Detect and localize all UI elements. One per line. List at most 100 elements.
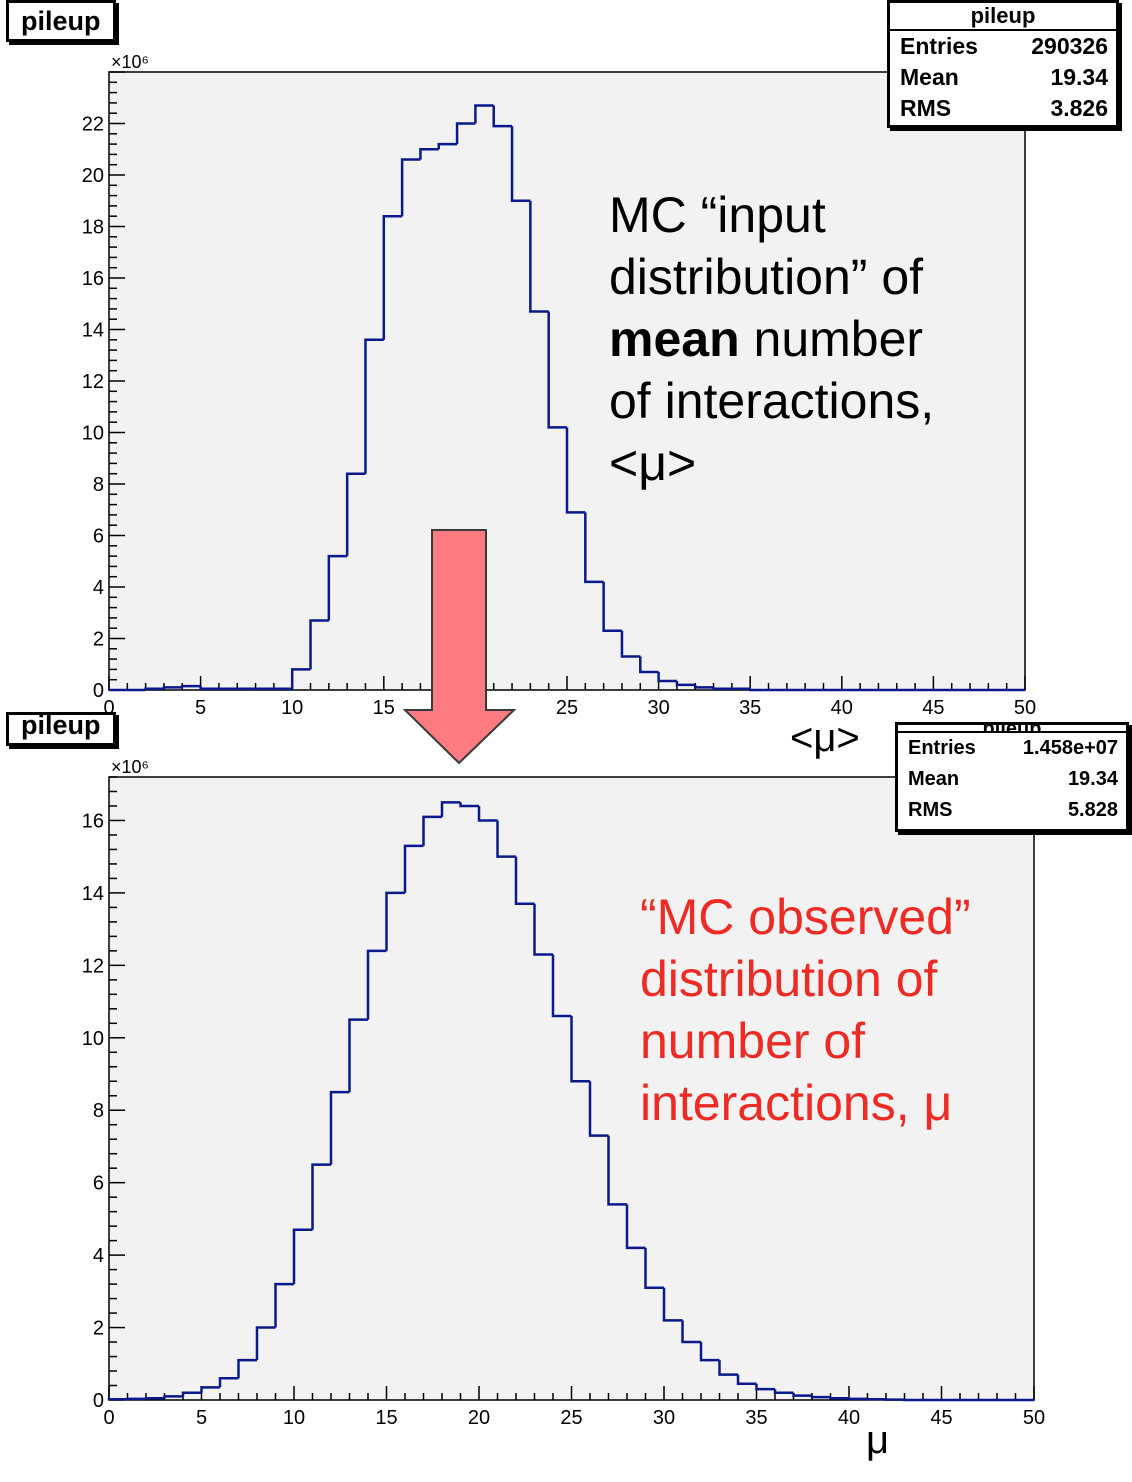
histogram-bin <box>382 214 403 340</box>
x-tick-label: 15 <box>375 1407 397 1429</box>
histogram-bin <box>440 801 461 817</box>
bottom-stats-entries-row: Entries 1.458e+07 <box>898 733 1126 764</box>
histogram-bin <box>607 1135 627 1206</box>
histogram-bin <box>144 1396 165 1400</box>
histogram-bin <box>345 472 366 557</box>
down-arrow <box>402 529 517 765</box>
x-tick-label: 35 <box>745 1407 767 1429</box>
y-tick-label: 16 <box>82 810 104 832</box>
annotation-line-rest: number <box>739 311 924 367</box>
annotation-line: “MC observed” <box>640 889 971 945</box>
stats-value: 19.34 <box>1050 64 1108 90</box>
annotation-line: of interactions, <box>609 373 935 429</box>
stats-value: 3.826 <box>1050 95 1108 121</box>
histogram-bin <box>199 686 219 690</box>
y-tick-label: 12 <box>82 371 104 393</box>
histogram-bin <box>163 1395 183 1399</box>
x-tick-label: 45 <box>930 1407 952 1429</box>
histogram-bin <box>510 126 531 202</box>
y-tick-label: 6 <box>93 526 104 548</box>
histogram-bin <box>755 1383 775 1391</box>
y-tick-label: 8 <box>93 474 104 496</box>
annotation-line: <μ> <box>609 435 697 491</box>
y-multiplier-label: ×10⁶ <box>111 52 149 72</box>
top-stats-rms-row: RMS 3.826 <box>890 93 1116 124</box>
y-tick-label: 14 <box>82 883 104 905</box>
x-tick-label: 10 <box>281 697 303 719</box>
x-tick-label: 25 <box>560 1407 582 1429</box>
stats-value: 19.34 <box>1067 768 1118 790</box>
annotation-line: distribution of <box>640 951 938 1007</box>
histogram-bin <box>551 954 572 1018</box>
histogram-bin <box>699 1342 720 1362</box>
histogram-bin <box>773 1389 794 1395</box>
histogram-bin <box>327 554 348 621</box>
histogram-bin <box>662 1287 683 1322</box>
y-tick-label: 20 <box>82 165 104 187</box>
y-tick-label: 22 <box>82 114 104 136</box>
x-tick-label: 5 <box>196 1407 207 1429</box>
y-tick-label: 18 <box>82 217 104 239</box>
histogram-bin <box>602 581 622 633</box>
annotation-line: distribution” of <box>609 249 924 305</box>
histogram-bin <box>477 805 498 822</box>
annotation-line: mean number <box>609 308 1049 370</box>
y-tick-label: 2 <box>93 629 104 651</box>
top-stats-title: pileup <box>890 3 1116 31</box>
stats-label: Mean <box>900 64 959 90</box>
histogram-bin <box>329 1090 350 1165</box>
stats-label: Entries <box>900 33 978 59</box>
histogram-bin <box>366 949 387 1020</box>
histogram-bin <box>588 1081 609 1137</box>
histogram-bin <box>675 680 696 687</box>
x-tick-label: 10 <box>283 1407 305 1429</box>
x-tick-label: 35 <box>739 697 761 719</box>
x-tick-label: 0 <box>103 697 114 719</box>
histogram-bin <box>547 311 567 429</box>
histogram-bin <box>181 1391 202 1397</box>
histogram-bin <box>255 1326 276 1361</box>
histogram-bin <box>292 1228 313 1285</box>
histogram-bin <box>364 338 384 474</box>
x-tick-label: 40 <box>831 697 853 719</box>
histogram-bin <box>144 687 164 690</box>
y-tick-label: 8 <box>93 1100 104 1122</box>
y-tick-label: 10 <box>82 423 104 445</box>
histogram-bin <box>792 1392 812 1397</box>
histogram-bin <box>565 427 586 514</box>
stats-value: 290326 <box>1031 33 1108 59</box>
histogram-bin <box>584 512 604 584</box>
y-tick-label: 4 <box>93 1245 104 1267</box>
histogram-bin <box>474 104 494 124</box>
histogram-bin <box>348 1018 368 1093</box>
x-tick-label: 50 <box>1023 1407 1045 1429</box>
y-tick-label: 0 <box>93 680 104 702</box>
x-tick-label: 20 <box>468 1407 490 1429</box>
bottom-stats-box: pileup Entries 1.458e+07 Mean 19.34 RMS … <box>895 722 1129 832</box>
histogram-bin <box>847 1397 868 1401</box>
histogram-bin <box>625 1204 646 1250</box>
x-tick-label: 30 <box>653 1407 675 1429</box>
y-tick-label: 16 <box>82 268 104 290</box>
histogram-bin <box>459 802 479 808</box>
annotation-line: number of <box>640 1013 866 1069</box>
stats-label: RMS <box>900 95 952 121</box>
histogram-bin <box>693 684 714 689</box>
x-tick-label: 0 <box>103 1407 114 1429</box>
stats-label: Entries <box>908 737 976 759</box>
top-x-axis-label: <μ> <box>790 716 860 760</box>
observed-distribution-annotation: “MC observed” distribution of number of … <box>640 886 1080 1134</box>
histogram-bin <box>533 903 553 956</box>
histogram-bin <box>200 1386 220 1393</box>
top-stats-box: pileup Entries 290326 Mean 19.34 RMS 3.8… <box>887 0 1119 128</box>
top-stats-entries-row: Entries 290326 <box>890 31 1116 62</box>
histogram-bin <box>274 1282 294 1328</box>
histogram-bin <box>712 687 732 690</box>
y-tick-label: 12 <box>82 955 104 977</box>
histogram-bin <box>570 1016 590 1083</box>
histogram-bin <box>311 1163 331 1230</box>
x-tick-label: 40 <box>838 1407 860 1429</box>
histogram-bin <box>748 688 769 692</box>
annotation-line: MC “input <box>609 187 826 243</box>
histogram-bin <box>107 1398 128 1401</box>
